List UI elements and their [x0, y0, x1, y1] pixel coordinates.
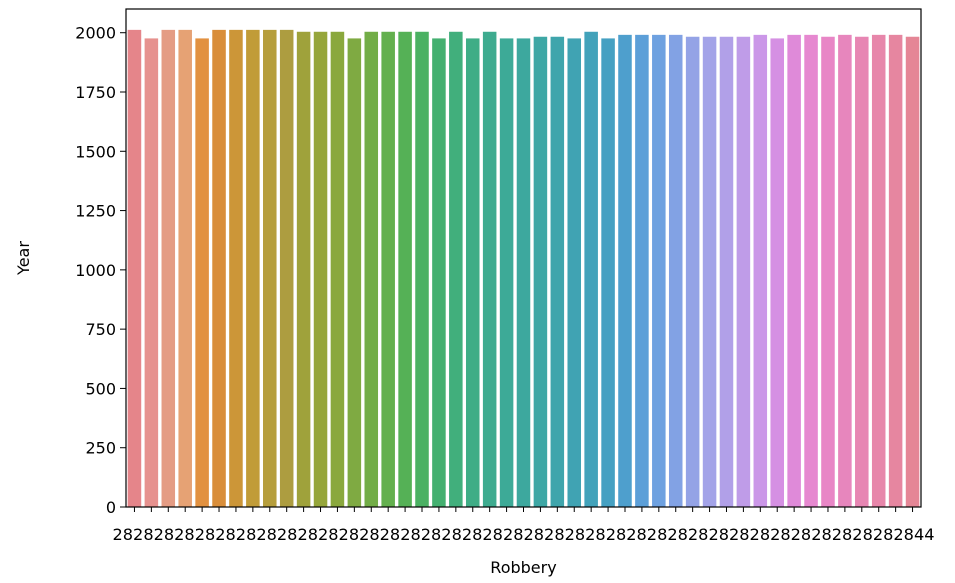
bar-12 [313, 31, 328, 508]
bar-44 [855, 36, 869, 507]
bar-19 [432, 38, 446, 507]
plot-frame [125, 8, 922, 508]
bar-21 [465, 38, 480, 507]
bar-31 [635, 34, 649, 507]
bar-28 [584, 31, 598, 508]
bar-15 [364, 31, 379, 508]
y-axis-label: Year [14, 241, 33, 276]
y-tick-label: 1000 [75, 261, 116, 280]
bar-47 [905, 36, 920, 507]
bar-34 [685, 36, 700, 507]
bar-37 [736, 36, 751, 507]
bar-45 [871, 34, 886, 507]
bar-22 [482, 31, 497, 508]
bar-2 [144, 38, 159, 507]
bar-33 [668, 34, 683, 507]
bar-8 [246, 29, 260, 508]
bar-10 [279, 29, 294, 508]
bar-41 [804, 34, 818, 507]
y-tick-label: 2000 [75, 24, 116, 43]
bar-9 [263, 29, 277, 508]
bar-13 [330, 31, 345, 508]
bar-42 [821, 36, 835, 507]
bar-6 [212, 29, 226, 508]
bar-32 [652, 34, 666, 507]
bar-14 [347, 38, 362, 507]
bar-38 [753, 34, 768, 507]
bar-1 [127, 29, 142, 508]
bar-5 [195, 38, 209, 507]
y-tick-label: 1250 [75, 202, 116, 221]
bar-3 [161, 29, 176, 508]
bar-7 [229, 29, 243, 508]
bar-35 [702, 36, 717, 507]
y-tick-label: 1750 [75, 83, 116, 102]
bar-16 [381, 31, 395, 508]
bar-25 [533, 36, 548, 507]
bar-27 [567, 38, 582, 507]
y-tick-label: 250 [85, 439, 116, 458]
y-tick-label: 0 [106, 498, 116, 517]
bar-29 [601, 38, 615, 507]
bar-17 [398, 31, 412, 508]
bar-26 [550, 36, 565, 507]
y-tick-label: 1500 [75, 142, 116, 161]
x-axis-label: Robbery [490, 558, 556, 577]
bar-43 [838, 34, 852, 507]
y-axis: 0 250 500 750 1000 1250 1500 1750 2000 [75, 24, 126, 517]
y-tick-label: 500 [85, 379, 116, 398]
bar-24 [516, 38, 531, 507]
bar-20 [449, 31, 463, 508]
bar-23 [499, 38, 514, 507]
bar-39 [770, 38, 784, 507]
bar-40 [787, 34, 801, 507]
bar-4 [178, 29, 192, 508]
bar-36 [719, 36, 734, 507]
y-tick-label: 750 [85, 320, 116, 339]
bar-11 [296, 31, 311, 508]
bar-46 [888, 34, 903, 507]
bar-30 [618, 34, 632, 507]
bars-group [127, 29, 920, 512]
x-tick-labels: 2828282828282828282828282828282828282828… [113, 525, 935, 544]
bar-18 [415, 31, 429, 508]
